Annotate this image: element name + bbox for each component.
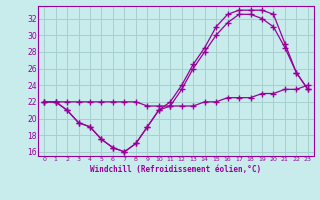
X-axis label: Windchill (Refroidissement éolien,°C): Windchill (Refroidissement éolien,°C) — [91, 165, 261, 174]
